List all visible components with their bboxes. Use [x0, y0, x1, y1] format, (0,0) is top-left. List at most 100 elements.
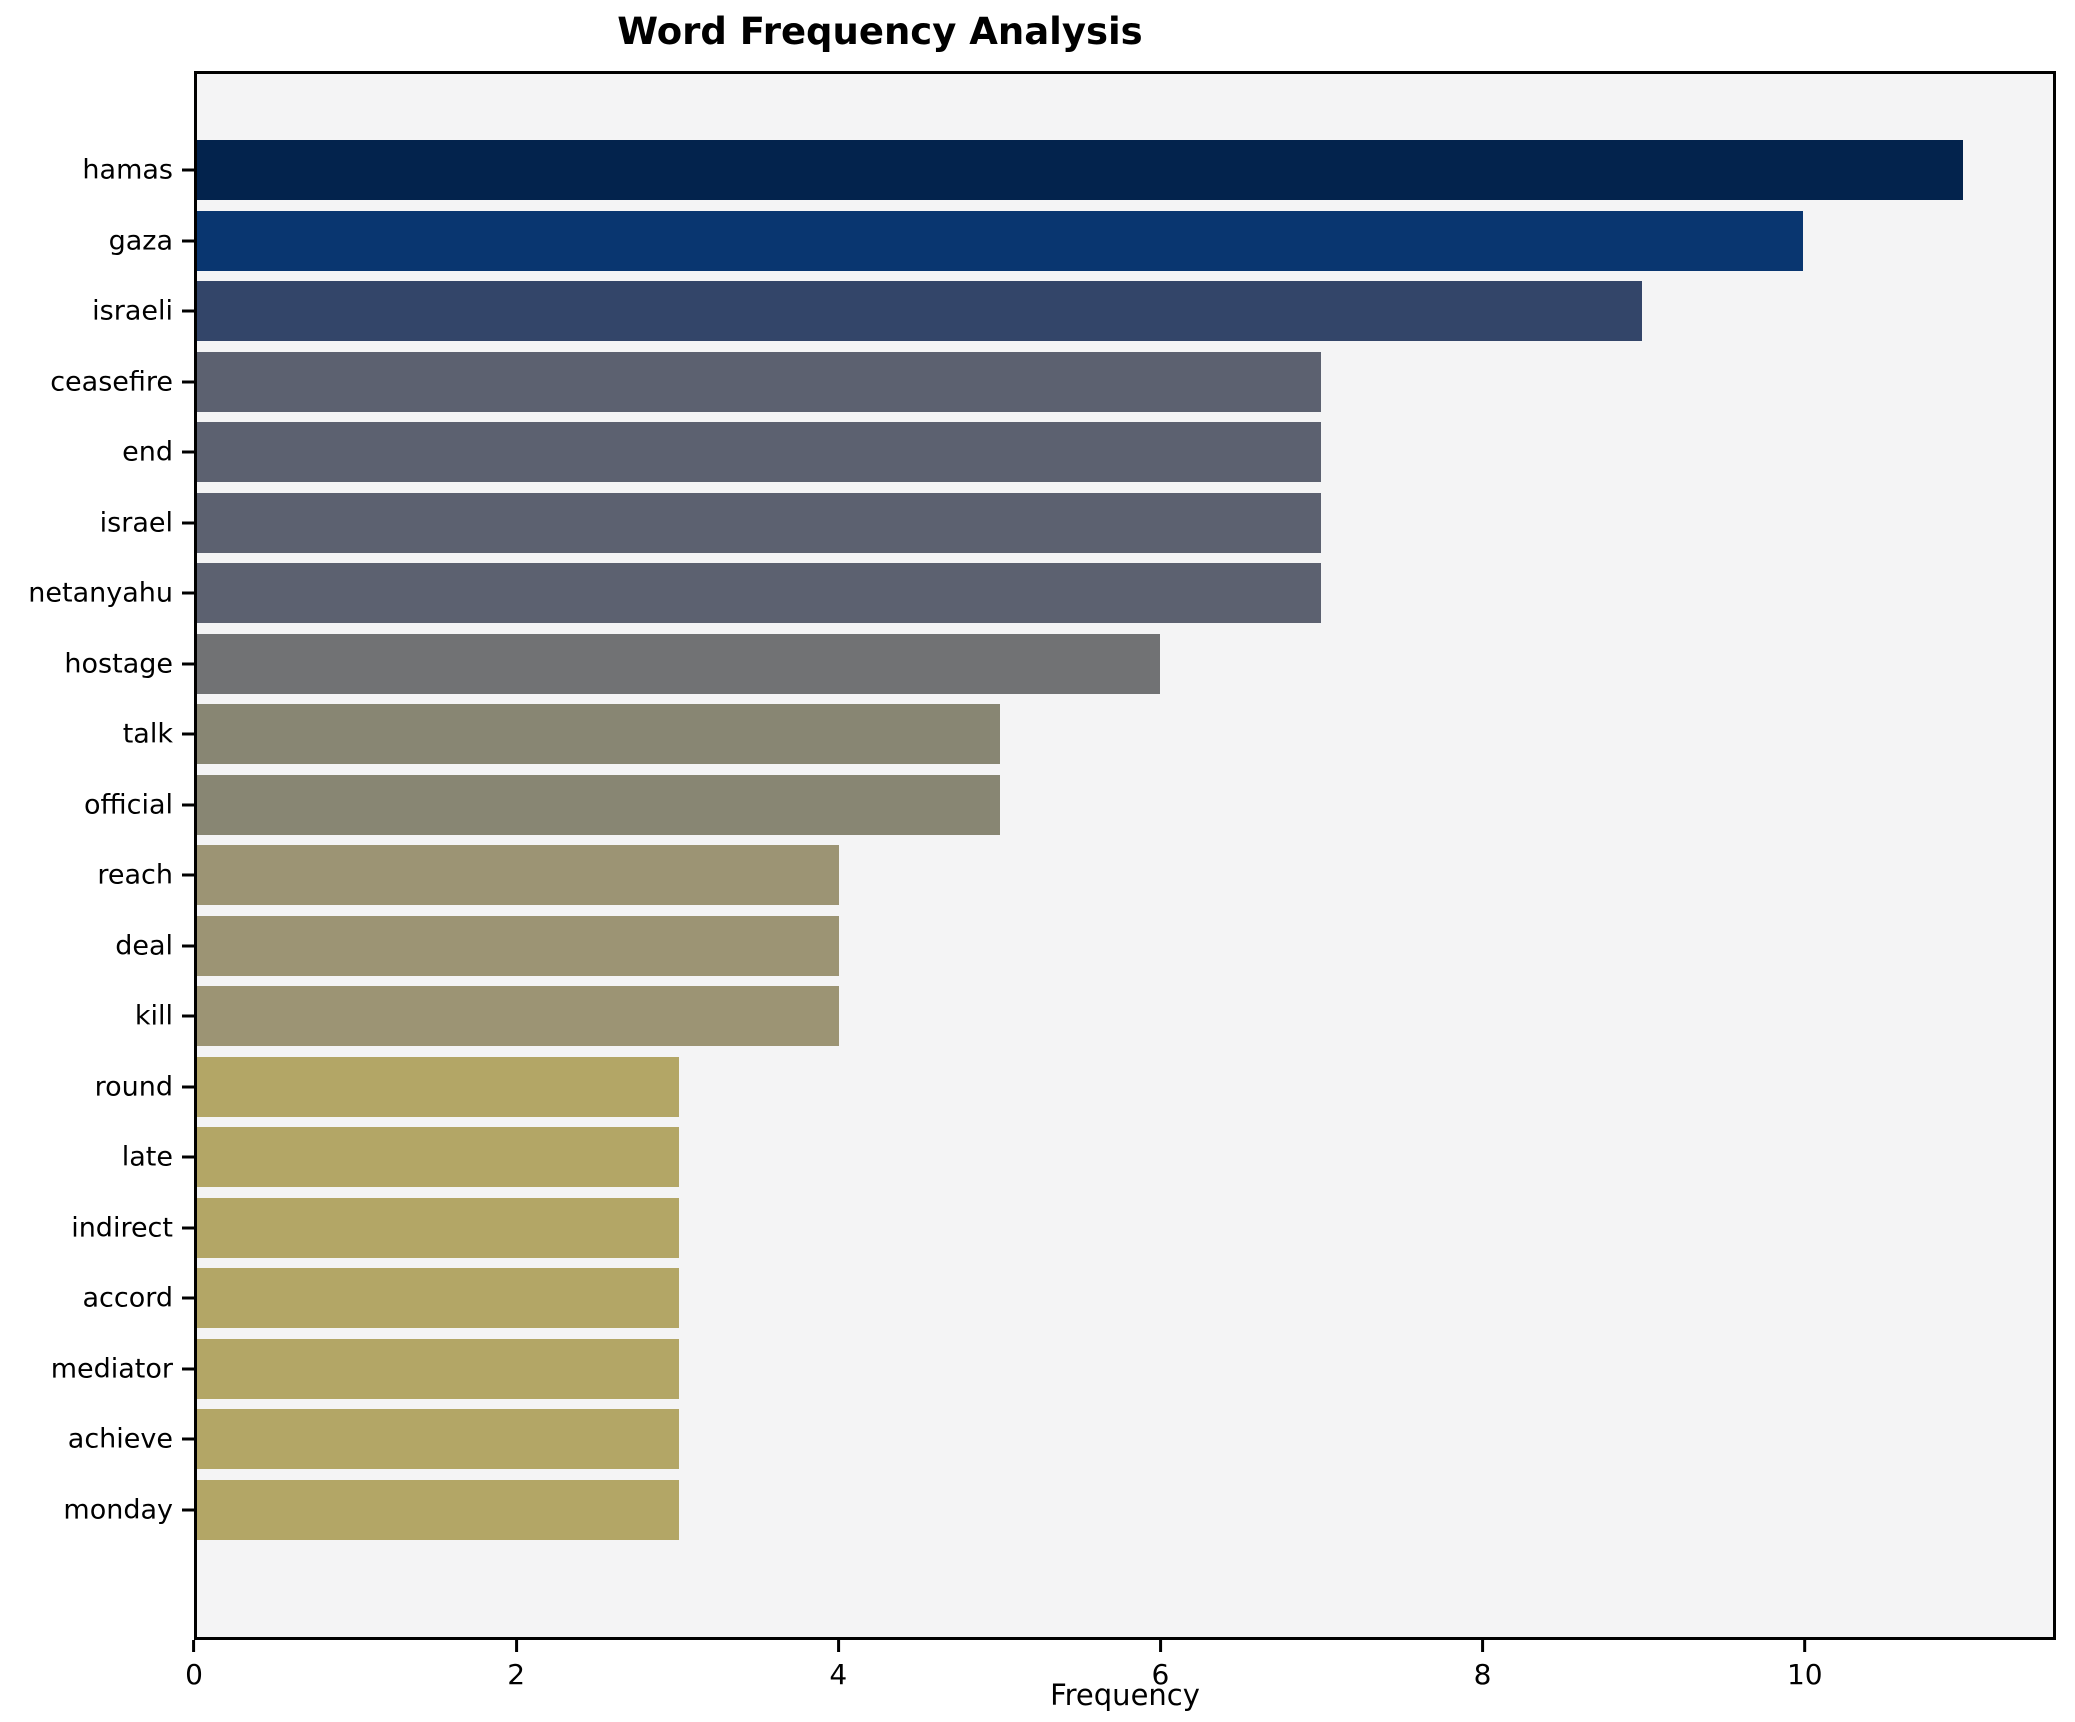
x-tick-label: 4: [829, 1658, 848, 1691]
y-tick-label: end: [122, 436, 173, 468]
y-tick-mark: [182, 591, 194, 595]
bar-reach: [197, 845, 840, 906]
y-tick-mark: [182, 1014, 194, 1018]
y-tick-label: monday: [63, 1494, 173, 1526]
y-tick-label: deal: [115, 930, 173, 962]
x-axis: 0 2 4 6 8 10: [185, 1640, 2056, 1720]
bar-row: monday: [63, 1479, 2053, 1540]
y-tick-label: talk: [122, 718, 173, 750]
plot-area: hamas gaza israeli ceasefire end israel netany…: [28, 71, 2056, 1640]
bar-row: netanyahu: [28, 563, 2053, 624]
y-tick-label: accord: [82, 1282, 173, 1314]
bar-row: israeli: [92, 281, 2053, 342]
bar-row: hamas: [82, 140, 2053, 200]
y-tick-mark: [182, 803, 194, 807]
y-tick-label: achieve: [67, 1423, 173, 1455]
x-tick-label: 0: [185, 1658, 203, 1691]
bar-row: talk: [123, 704, 2053, 765]
x-axis-title: Frequency: [1050, 1678, 1200, 1712]
x-tick-label: 6: [1151, 1658, 1170, 1691]
y-tick-label: late: [121, 1141, 173, 1173]
y-tick-mark: [182, 1155, 194, 1159]
y-tick-mark: [182, 168, 194, 172]
bar-row: mediator: [51, 1338, 2053, 1399]
y-tick-mark: [182, 662, 194, 666]
x-tick: 8: [1473, 1640, 1492, 1691]
bar-row: accord: [82, 1268, 2053, 1329]
bar-round: [197, 1056, 679, 1117]
bar-row: official: [84, 774, 2053, 835]
bar-mediator: [197, 1338, 679, 1399]
x-tick-label: 8: [1473, 1658, 1492, 1691]
y-tick-mark: [182, 1085, 194, 1089]
x-tick-mark: [1803, 1640, 1807, 1652]
bar-late: [197, 1127, 679, 1188]
y-tick-mark: [182, 450, 194, 454]
bar-row: achieve: [68, 1409, 2053, 1470]
bar-row: late: [122, 1127, 2053, 1188]
bar-row: israel: [100, 492, 2053, 553]
bar-row: indirect: [71, 1197, 2053, 1258]
bar-row: gaza: [109, 210, 2053, 271]
bar-israeli: [197, 281, 1642, 342]
y-tick-label: official: [83, 789, 173, 821]
x-tick-label: 10: [1786, 1658, 1823, 1691]
bar-deal: [197, 915, 840, 976]
y-tick-label: reach: [97, 859, 173, 891]
bar-row: round: [95, 1056, 2053, 1117]
y-tick-label: israel: [99, 507, 173, 539]
x-tick: 0: [185, 1640, 203, 1691]
bar-monday: [197, 1479, 679, 1540]
y-tick-label: ceasefire: [50, 366, 173, 398]
bar-hamas: [197, 140, 1964, 200]
bar-achieve: [197, 1409, 679, 1470]
y-tick-label: netanyahu: [28, 577, 173, 609]
y-tick-mark: [182, 521, 194, 525]
y-tick-mark: [182, 1437, 194, 1441]
x-tick-mark: [1158, 1640, 1162, 1652]
bar-row: reach: [97, 845, 2053, 906]
x-tick: 10: [1787, 1640, 1823, 1691]
bar-gaza: [197, 210, 1803, 271]
bar-row: deal: [115, 915, 2053, 976]
bar-israel: [197, 492, 1321, 553]
y-tick-label: gaza: [108, 225, 173, 257]
y-tick-mark: [182, 1296, 194, 1300]
x-tick-mark: [836, 1640, 840, 1652]
chart-title: Word Frequency Analysis: [617, 10, 1143, 53]
y-tick-label: hamas: [82, 154, 173, 186]
x-tick-mark: [1480, 1640, 1484, 1652]
bar-indirect: [197, 1197, 679, 1258]
y-tick-label: mediator: [50, 1353, 173, 1385]
y-tick-mark: [182, 1226, 194, 1230]
y-tick-label: round: [94, 1071, 173, 1103]
bar-row: end: [122, 422, 2053, 483]
x-tick-mark: [514, 1640, 518, 1652]
y-tick-mark: [182, 380, 194, 384]
y-tick-mark: [182, 239, 194, 243]
y-tick-mark: [182, 1367, 194, 1371]
bar-netanyahu: [197, 563, 1321, 624]
bar-end: [197, 422, 1321, 483]
x-tick: 4: [829, 1640, 847, 1691]
y-tick-label: hostage: [64, 648, 173, 680]
bar-ceasefire: [197, 351, 1321, 412]
y-tick-mark: [182, 732, 194, 736]
y-tick-label: israeli: [92, 295, 173, 327]
y-tick-label: indirect: [71, 1212, 173, 1244]
bar-hostage: [197, 633, 1161, 694]
x-tick: 6: [1151, 1640, 1169, 1691]
y-tick-mark: [182, 309, 194, 313]
bar-row: hostage: [64, 633, 2053, 694]
x-tick-mark: [192, 1640, 196, 1652]
y-tick-mark: [182, 873, 194, 877]
bars-container: hamas gaza israeli ceasefire end israel netany…: [28, 74, 2053, 1637]
bar-row: kill: [135, 986, 2053, 1047]
bar-official: [197, 774, 1000, 835]
x-tick-label: 2: [507, 1658, 526, 1691]
x-tick: 2: [507, 1640, 525, 1691]
y-tick-mark: [182, 1508, 194, 1512]
bar-kill: [197, 986, 840, 1047]
y-tick-label: kill: [134, 1000, 173, 1032]
